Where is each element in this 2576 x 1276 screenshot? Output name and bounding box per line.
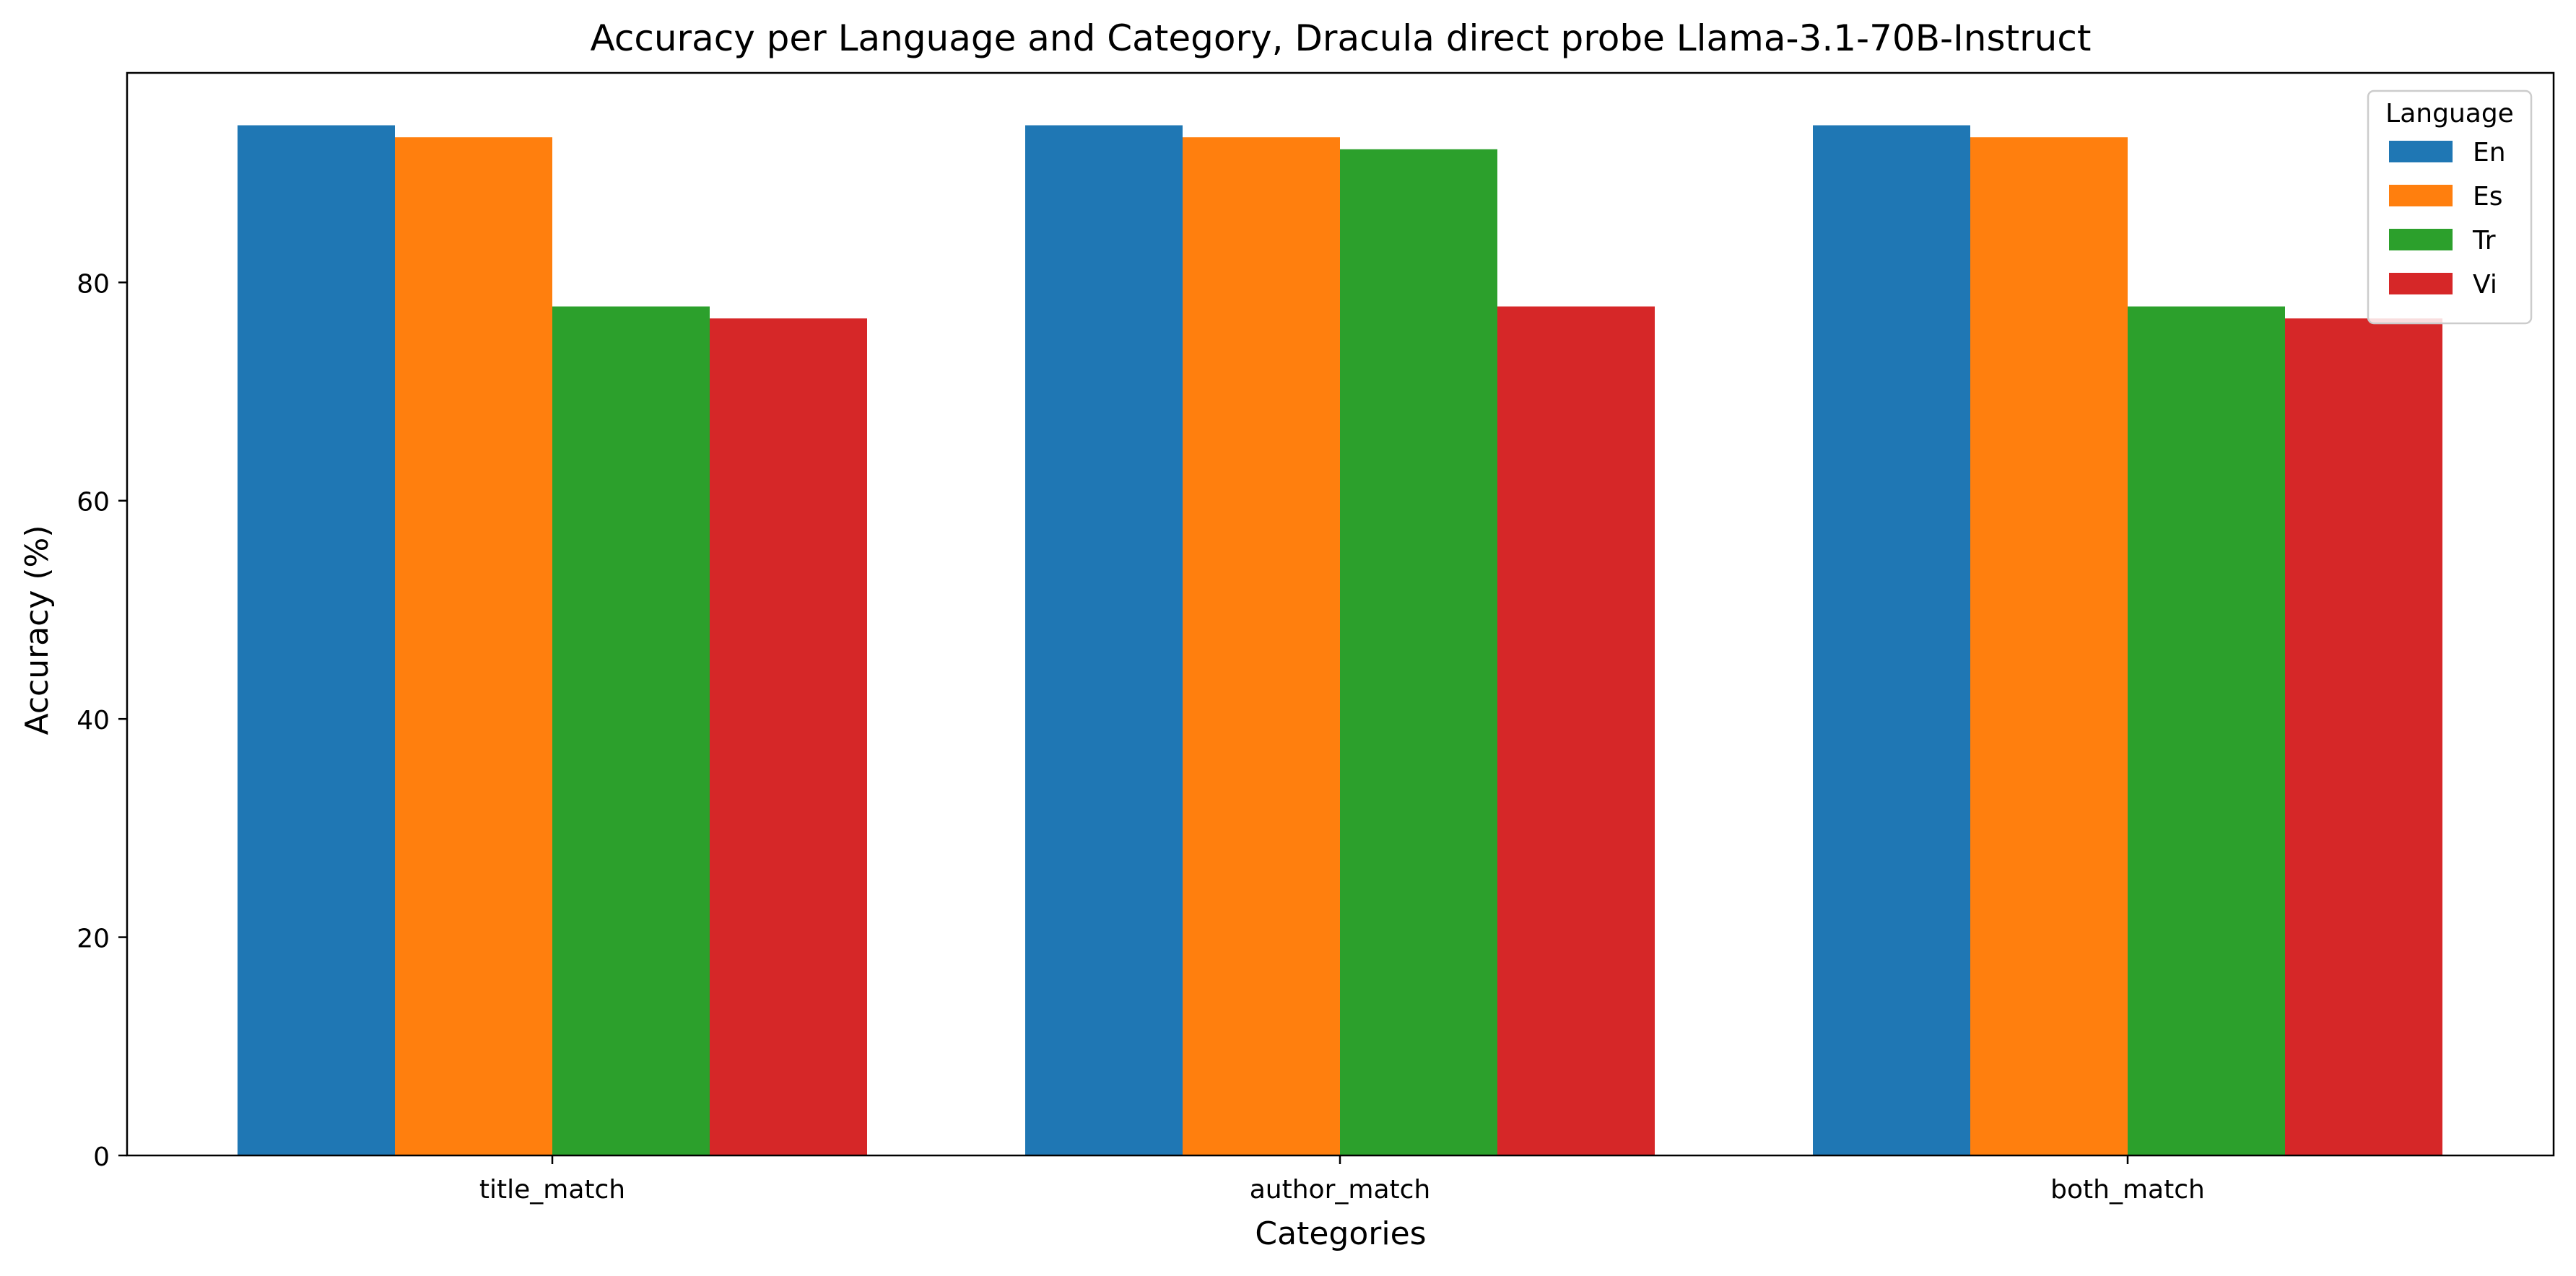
chart-title: Accuracy per Language and Category, Drac… — [591, 17, 2092, 59]
bar-tr-author_match — [1340, 149, 1497, 1155]
y-tick-label: 20 — [77, 925, 110, 954]
y-tick-label: 60 — [77, 488, 110, 517]
bar-es-both_match — [1970, 137, 2128, 1155]
legend-label-es: Es — [2473, 182, 2503, 211]
bar-tr-title_match — [552, 306, 710, 1155]
bar-es-title_match — [395, 137, 552, 1155]
bars-layer — [238, 125, 2442, 1155]
legend-swatch-tr — [2389, 229, 2453, 250]
y-tick-label: 0 — [93, 1142, 110, 1172]
y-axis-label: Accuracy (%) — [19, 525, 56, 735]
bar-vi-author_match — [1497, 306, 1655, 1155]
x-tick-label: both_match — [2050, 1175, 2205, 1205]
bar-vi-both_match — [2285, 318, 2442, 1155]
y-tick-label: 40 — [77, 706, 110, 735]
legend-swatch-en — [2389, 141, 2453, 162]
legend-label-vi: Vi — [2473, 270, 2497, 300]
bar-en-title_match — [238, 125, 395, 1155]
legend-swatch-es — [2389, 185, 2453, 206]
legend-label-tr: Tr — [2472, 226, 2496, 255]
x-tick-label: title_match — [479, 1175, 625, 1205]
bar-es-author_match — [1183, 137, 1340, 1155]
y-tick-label: 80 — [77, 269, 110, 299]
bar-en-both_match — [1813, 125, 1970, 1155]
bar-en-author_match — [1025, 125, 1183, 1155]
x-tick-label: author_match — [1250, 1175, 1431, 1205]
axes-layer: 0 20 40 60 80 title_match author_match both_mat… — [77, 71, 2555, 1205]
legend-swatch-vi — [2389, 273, 2453, 294]
bar-tr-both_match — [2128, 306, 2285, 1155]
legend-label-en: En — [2473, 138, 2506, 167]
legend-title: Language — [2385, 99, 2514, 128]
x-axis-label: Categories — [1255, 1215, 1426, 1252]
legend: Language En Es Tr Vi — [2367, 89, 2533, 325]
bar-vi-title_match — [710, 318, 867, 1155]
